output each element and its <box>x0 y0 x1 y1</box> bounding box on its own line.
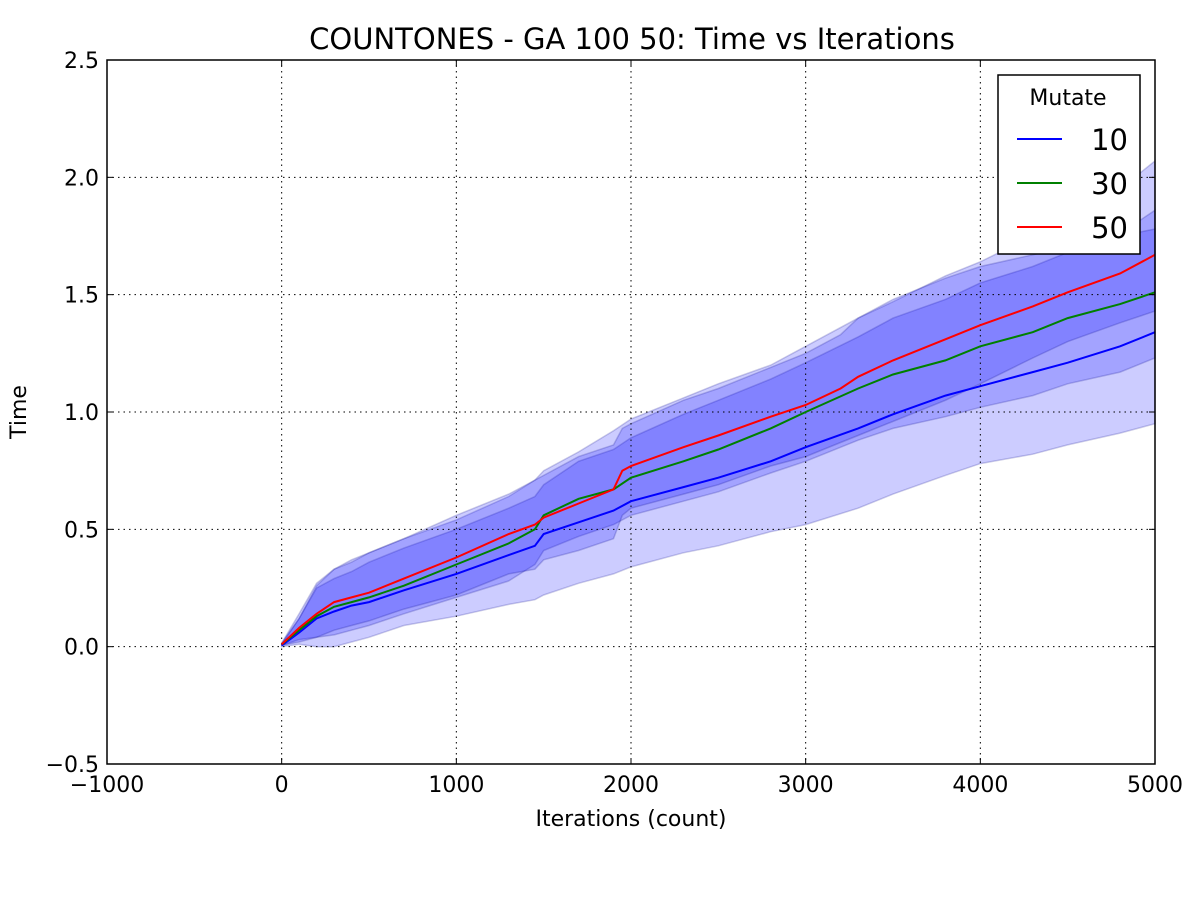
chart-title: COUNTONES - GA 100 50: Time vs Iteration… <box>309 22 955 56</box>
legend-title: Mutate <box>1029 86 1106 111</box>
y-tick-label: 2.5 <box>64 49 99 74</box>
legend: Mutate 10 30 50 <box>997 74 1141 255</box>
series-line-30 <box>281 291 1156 646</box>
x-tick-label: 0 <box>275 773 289 798</box>
series-lines <box>281 253 1156 647</box>
x-tick-label: −1000 <box>70 773 144 798</box>
series-line-10 <box>281 331 1156 647</box>
legend-label-50: 50 <box>1091 211 1128 245</box>
x-axis-ticks: −1000 0 1000 2000 3000 4000 5000 <box>70 60 1183 798</box>
y-tick-label: 1.5 <box>64 284 99 309</box>
confidence-bands <box>280 159 1156 648</box>
y-tick-label: 0.0 <box>64 636 99 661</box>
y-tick-label: 0.5 <box>64 518 99 543</box>
x-tick-label: 3000 <box>778 773 834 798</box>
y-tick-label: 1.0 <box>64 401 99 426</box>
y-tick-label: −0.5 <box>46 753 99 778</box>
x-axis-label: Iterations (count) <box>535 807 726 832</box>
x-tick-label: 2000 <box>603 773 659 798</box>
x-tick-label: 5000 <box>1127 773 1183 798</box>
y-axis-ticks: −0.5 0.0 0.5 1.0 1.5 2.0 2.5 <box>46 49 1155 778</box>
legend-box <box>997 74 1141 255</box>
y-axis-label: Time <box>7 385 32 440</box>
y-tick-label: 2.0 <box>64 166 99 191</box>
legend-label-10: 10 <box>1091 123 1128 157</box>
x-tick-label: 4000 <box>952 773 1008 798</box>
legend-label-30: 30 <box>1091 167 1128 201</box>
x-tick-label: 1000 <box>428 773 484 798</box>
series-line-50 <box>281 253 1156 646</box>
